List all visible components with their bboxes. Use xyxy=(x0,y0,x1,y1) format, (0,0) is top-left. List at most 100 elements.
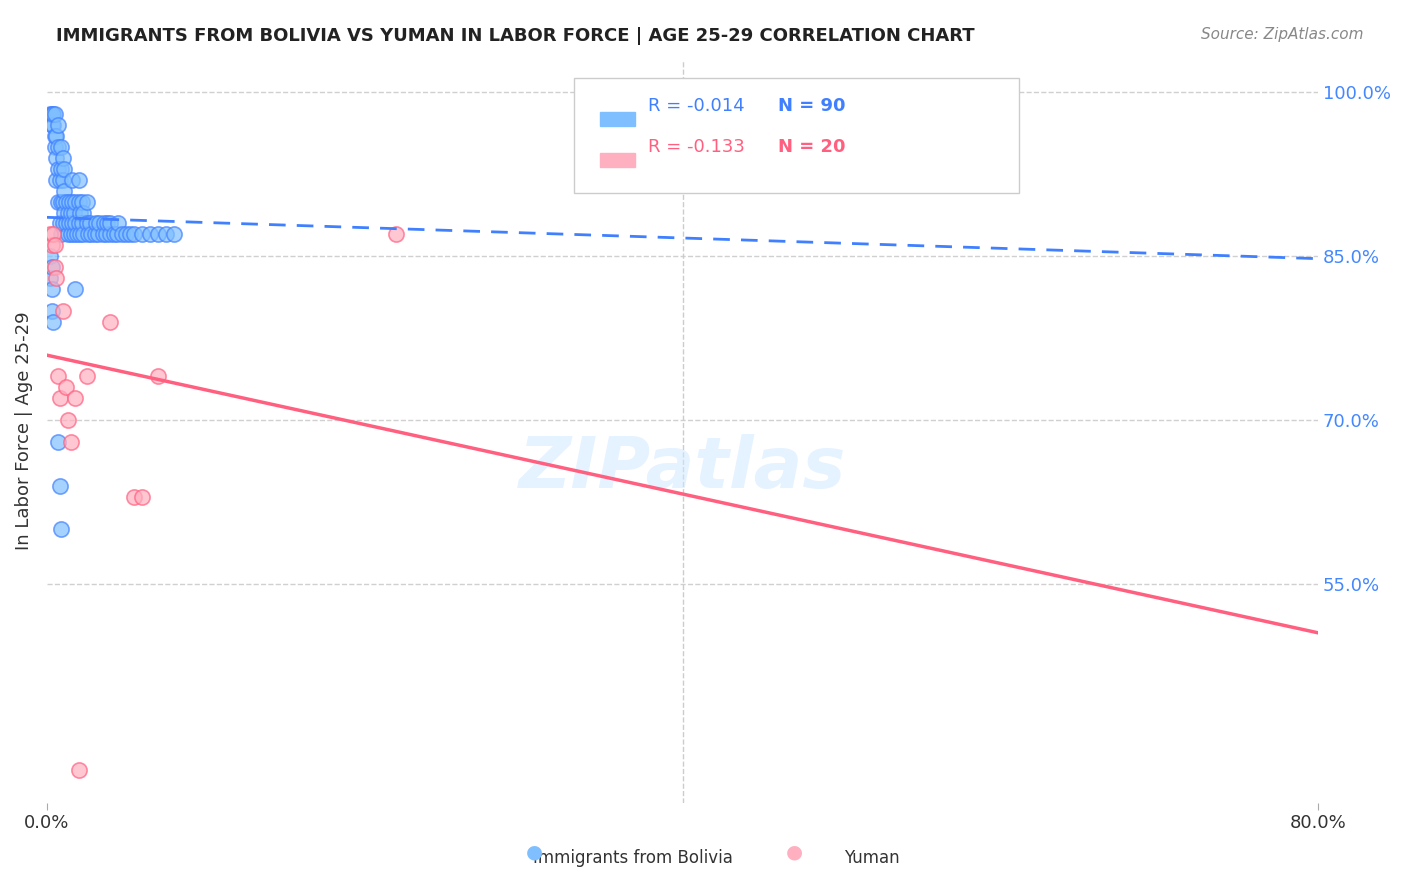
Point xyxy=(42,227,65,242)
Point xyxy=(39,107,62,121)
Point xyxy=(52,173,75,187)
Point xyxy=(67,763,90,777)
Point xyxy=(72,205,94,219)
Point xyxy=(155,227,177,242)
Text: R = -0.133: R = -0.133 xyxy=(648,137,745,155)
Point xyxy=(52,217,75,231)
FancyBboxPatch shape xyxy=(575,78,1019,194)
Point xyxy=(46,161,69,176)
Point xyxy=(42,315,65,329)
Point xyxy=(139,227,162,242)
Text: N = 20: N = 20 xyxy=(778,137,845,155)
Point xyxy=(65,217,87,231)
Text: IMMIGRANTS FROM BOLIVIA VS YUMAN IN LABOR FORCE | AGE 25-29 CORRELATION CHART: IMMIGRANTS FROM BOLIVIA VS YUMAN IN LABO… xyxy=(56,27,974,45)
Point xyxy=(107,217,129,231)
Point xyxy=(59,227,82,242)
Point xyxy=(131,227,153,242)
Point xyxy=(103,227,125,242)
Point xyxy=(58,217,80,231)
Point xyxy=(44,140,66,154)
Point xyxy=(52,194,75,209)
Point xyxy=(46,118,69,132)
Point xyxy=(56,227,79,242)
Point xyxy=(80,227,103,242)
Point xyxy=(58,194,80,209)
Point xyxy=(163,227,186,242)
Point xyxy=(56,413,79,427)
Point xyxy=(42,118,65,132)
Point xyxy=(60,194,83,209)
Point xyxy=(67,194,90,209)
Point xyxy=(56,205,79,219)
Point xyxy=(69,227,91,242)
Point xyxy=(41,238,63,252)
Point xyxy=(100,227,122,242)
Point xyxy=(124,227,146,242)
Point xyxy=(100,315,122,329)
Point xyxy=(65,392,87,406)
Point xyxy=(131,490,153,504)
Point xyxy=(45,271,67,285)
Point xyxy=(70,217,93,231)
Point xyxy=(44,129,66,144)
Point xyxy=(55,380,77,394)
Point xyxy=(146,227,169,242)
Point xyxy=(39,227,62,242)
Text: N = 90: N = 90 xyxy=(778,96,845,115)
Point xyxy=(77,227,100,242)
Point xyxy=(59,205,82,219)
Point xyxy=(65,194,87,209)
Point xyxy=(87,227,110,242)
Point xyxy=(51,140,73,154)
Point xyxy=(67,173,90,187)
Point xyxy=(52,151,75,165)
Point xyxy=(118,227,141,242)
Point xyxy=(110,227,132,242)
Point xyxy=(46,435,69,450)
Point xyxy=(41,304,63,318)
Point xyxy=(93,217,115,231)
Point xyxy=(44,260,66,275)
Point xyxy=(91,227,114,242)
Point xyxy=(39,249,62,263)
Point xyxy=(79,217,101,231)
Point xyxy=(72,227,94,242)
Point xyxy=(41,118,63,132)
Text: Immigrants from Bolivia: Immigrants from Bolivia xyxy=(533,849,733,867)
Point xyxy=(94,227,117,242)
Point xyxy=(41,107,63,121)
Point xyxy=(63,227,86,242)
Point xyxy=(76,217,98,231)
Point xyxy=(124,490,146,504)
Bar xyxy=(600,112,636,127)
Point xyxy=(70,194,93,209)
Point xyxy=(51,227,73,242)
Point xyxy=(39,271,62,285)
Point xyxy=(76,369,98,384)
Point xyxy=(53,205,76,219)
Point xyxy=(83,227,105,242)
Point xyxy=(44,238,66,252)
Point xyxy=(89,217,111,231)
Point xyxy=(46,140,69,154)
Bar xyxy=(600,153,636,168)
Point xyxy=(53,184,76,198)
Point xyxy=(51,523,73,537)
Point xyxy=(65,282,87,296)
Point xyxy=(55,194,77,209)
Point xyxy=(45,129,67,144)
Point xyxy=(66,227,89,242)
Text: ●: ● xyxy=(526,843,543,862)
Point xyxy=(51,161,73,176)
Point xyxy=(84,217,107,231)
Point xyxy=(46,194,69,209)
Point xyxy=(45,151,67,165)
Point xyxy=(42,107,65,121)
Point xyxy=(46,369,69,384)
Point xyxy=(76,194,98,209)
Point xyxy=(53,161,76,176)
Point xyxy=(41,260,63,275)
Point xyxy=(48,392,70,406)
Point xyxy=(44,107,66,121)
Point xyxy=(59,435,82,450)
